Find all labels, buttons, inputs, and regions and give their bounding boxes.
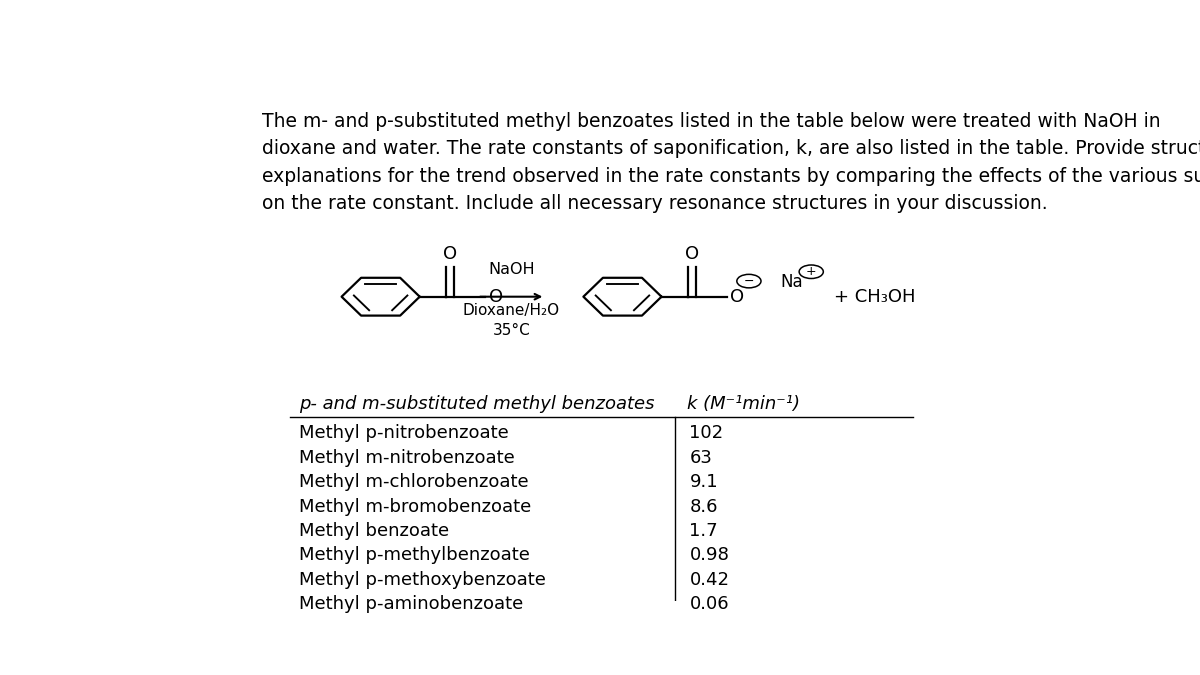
Text: 8.6: 8.6 <box>689 497 718 516</box>
Text: p- and m-substituted methyl benzoates: p- and m-substituted methyl benzoates <box>299 396 654 414</box>
Text: O: O <box>685 246 700 263</box>
Text: Methyl benzoate: Methyl benzoate <box>299 522 449 540</box>
Text: 102: 102 <box>689 425 724 442</box>
Text: 63: 63 <box>689 449 713 466</box>
Text: The m- and p-substituted methyl benzoates listed in the table below were treated: The m- and p-substituted methyl benzoate… <box>262 112 1200 213</box>
Text: Dioxane/H₂O: Dioxane/H₂O <box>463 303 560 318</box>
Text: 0.06: 0.06 <box>689 595 730 614</box>
Text: Methyl p-aminobenzoate: Methyl p-aminobenzoate <box>299 595 523 614</box>
Text: Methyl p-nitrobenzoate: Methyl p-nitrobenzoate <box>299 425 509 442</box>
Text: 9.1: 9.1 <box>689 473 718 491</box>
Text: 1.7: 1.7 <box>689 522 718 540</box>
Text: 0.42: 0.42 <box>689 571 730 589</box>
Text: Methyl m-bromobenzoate: Methyl m-bromobenzoate <box>299 497 532 516</box>
Text: O: O <box>490 288 504 306</box>
Text: + CH₃OH: + CH₃OH <box>834 288 916 306</box>
Text: k (M⁻¹min⁻¹): k (M⁻¹min⁻¹) <box>686 396 799 414</box>
Text: NaOH: NaOH <box>488 263 535 277</box>
Text: +: + <box>806 265 816 278</box>
Text: −: − <box>744 275 754 288</box>
Text: Na: Na <box>780 273 803 291</box>
Text: O: O <box>443 246 457 263</box>
Text: Methyl m-chlorobenzoate: Methyl m-chlorobenzoate <box>299 473 528 491</box>
Text: 35°C: 35°C <box>492 323 530 338</box>
Text: Methyl p-methylbenzoate: Methyl p-methylbenzoate <box>299 547 529 564</box>
Text: Methyl p-methoxybenzoate: Methyl p-methoxybenzoate <box>299 571 546 589</box>
Text: Methyl m-nitrobenzoate: Methyl m-nitrobenzoate <box>299 449 515 466</box>
Text: O: O <box>731 288 744 306</box>
Text: 0.98: 0.98 <box>689 547 730 564</box>
